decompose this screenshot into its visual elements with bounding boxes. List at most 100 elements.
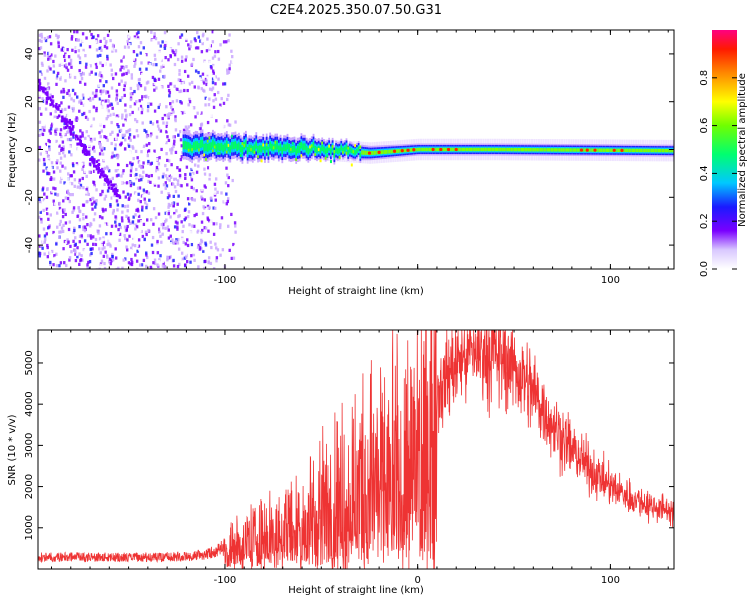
spectrogram-y-tick-label: 20 [24,95,35,108]
spectrogram-cell [184,109,187,114]
spectrogram-cell [67,240,70,244]
spectrogram-cell [98,145,102,149]
spectrogram-cell [154,229,157,233]
spectrogram-cell [180,33,184,37]
spectrogram-ridge-cell [359,152,362,158]
spectrogram-cell [197,195,200,199]
spectrogram-cell [76,38,79,42]
spectrogram-cell [153,149,156,153]
spectrogram-drift-cell [68,126,71,130]
spectrogram-cell [98,73,101,77]
spectrogram-cell [223,82,227,86]
spectrogram-cell [174,220,178,224]
spectrogram-cell [78,74,81,78]
spectrogram-ridge-blob [250,148,253,152]
spectrogram-cell [207,256,211,260]
spectrogram-ridge-cell [642,148,644,153]
spectrogram-cell [172,182,175,186]
spectrogram-cell [200,50,204,54]
spectrogram-cell [43,128,46,132]
spectrogram-cell [101,99,104,103]
spectrogram-ridge-cell [345,144,348,150]
spectrogram-cell [120,216,124,220]
spectrogram-cell [178,262,181,267]
spectrogram-peak-dot [446,147,451,152]
spectrogram-cell [125,243,128,247]
spectrogram-cell [214,59,217,63]
spectrogram-cell [169,242,173,246]
spectrogram-cell [63,208,66,212]
spectrogram-cell [60,148,63,152]
spectrogram-cell [40,162,44,166]
spectrogram-ridge-cell [192,142,195,151]
spectrogram-drift-cell [61,116,64,120]
spectrogram-cell [105,117,108,121]
spectrogram-cell [118,160,122,164]
spectrogram-cell [200,118,204,123]
spectrogram-cell [199,162,203,166]
spectrogram-cell [82,212,85,217]
spectrogram-cell [171,108,174,112]
spectrogram-cell [154,232,157,236]
spectrogram-ridge-cell [229,145,232,153]
spectrogram-cell [139,84,143,88]
spectrogram-cell [140,143,144,147]
spectrogram-cell [89,124,93,128]
spectrogram-cell [110,192,114,196]
spectrogram-ridge-cell [184,141,187,150]
spectrogram-cell [106,162,109,166]
spectrogram-cell [143,83,146,87]
spectrogram-cell [72,239,75,243]
spectrogram-cell [177,247,181,251]
spectrogram-cell [137,198,140,202]
spectrogram-cell [83,123,87,127]
spectrogram-cell [121,113,124,117]
spectrogram-cell [134,202,137,206]
spectrogram-ridge-cell [319,147,322,154]
spectrogram-cell [78,109,81,113]
spectrogram-cell [121,133,125,137]
spectrogram-cell [145,173,148,178]
spectrogram-ridge-cell [300,141,303,149]
spectrogram-ridge-cell [525,148,528,152]
spectrogram-ridge-cell [284,144,287,152]
spectrogram-cell [87,204,91,209]
spectrogram-cell [122,123,125,127]
spectrogram-cell [75,163,78,168]
spectrogram-cell [40,32,43,37]
spectrogram-cell [112,194,116,198]
spectrogram-cell [150,202,153,206]
spectrogram-cell [172,110,175,114]
spectrogram-cell [66,47,69,52]
spectrogram-cell [38,241,42,245]
spectrogram-cell [59,128,63,132]
spectrogram-cell [156,124,160,128]
spectrogram-cell [79,98,83,103]
spectrogram-cell [92,38,95,42]
spectrogram-ridge-cell [350,148,353,154]
spectrogram-drift-cell [114,187,118,191]
spectrogram-cell [125,227,128,231]
spectrogram-cell [43,123,46,127]
spectrogram-ridge-cell [487,147,490,152]
spectrogram-cell [41,97,44,101]
spectrogram-cell [46,48,50,52]
spectrogram-cell [143,197,146,201]
spectrogram-ridge-cell [303,143,306,150]
spectrogram-cell [67,248,70,252]
spectrogram-cell [46,69,49,73]
spectrogram-ridge-cell [236,143,239,151]
spectrogram-cell [134,118,137,122]
spectrogram-cell [59,132,62,136]
spectrogram-cell [78,218,82,222]
spectrogram-cell [191,258,194,263]
spectrogram-cell [175,124,178,128]
spectrogram-cell [123,84,126,88]
spectrogram-cell [105,90,108,94]
spectrogram-cell [68,256,72,260]
spectrogram-drift-cell [38,88,41,92]
spectrogram-cell [200,247,203,251]
spectrogram-cell [92,225,95,229]
spectrogram-cell [136,134,140,138]
spectrogram-cell [217,49,220,54]
